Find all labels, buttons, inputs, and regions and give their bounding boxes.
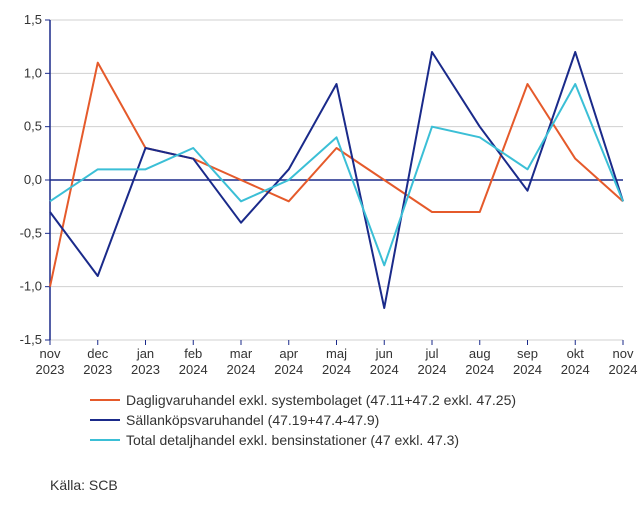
- legend-label: Total detaljhandel exkl. bensinstationer…: [126, 432, 459, 448]
- x-tick-label-year: 2023: [83, 362, 112, 377]
- x-tick-label-month: maj: [326, 346, 347, 361]
- y-tick-label: 1,0: [24, 65, 42, 80]
- x-tick-label-month: dec: [87, 346, 108, 361]
- chart-svg: 1,51,00,50,0-0,5-1,0-1,5nov2023dec2023ja…: [0, 0, 643, 506]
- legend-label: Dagligvaruhandel exkl. systembolaget (47…: [126, 392, 516, 408]
- y-tick-label: 0,0: [24, 172, 42, 187]
- x-tick-label-month: sep: [517, 346, 538, 361]
- x-tick-label-year: 2024: [609, 362, 638, 377]
- x-tick-label-year: 2024: [561, 362, 590, 377]
- source-label: Källa: SCB: [50, 477, 118, 493]
- x-tick-label-year: 2024: [513, 362, 542, 377]
- x-tick-label-year: 2024: [465, 362, 494, 377]
- x-tick-label-year: 2023: [36, 362, 65, 377]
- x-tick-label-month: aug: [469, 346, 491, 361]
- x-tick-label-year: 2024: [418, 362, 447, 377]
- legend-label: Sällanköpsvaruhandel (47.19+47.4-47.9): [126, 412, 379, 428]
- y-tick-label: -1,0: [20, 279, 42, 294]
- x-tick-label-year: 2024: [179, 362, 208, 377]
- x-tick-label-month: mar: [230, 346, 253, 361]
- x-tick-label-year: 2024: [274, 362, 303, 377]
- y-tick-label: 0,5: [24, 119, 42, 134]
- x-tick-label-year: 2024: [322, 362, 351, 377]
- y-tick-label: -0,5: [20, 225, 42, 240]
- x-tick-label-month: nov: [613, 346, 634, 361]
- x-tick-label-year: 2023: [131, 362, 160, 377]
- x-tick-label-month: jun: [375, 346, 393, 361]
- y-tick-label: 1,5: [24, 12, 42, 27]
- x-tick-label-month: jan: [136, 346, 154, 361]
- x-tick-label-year: 2024: [227, 362, 256, 377]
- x-tick-label-year: 2024: [370, 362, 399, 377]
- x-tick-label-month: jul: [424, 346, 438, 361]
- x-tick-label-month: okt: [567, 346, 585, 361]
- y-tick-label: -1,5: [20, 332, 42, 347]
- line-chart: 1,51,00,50,0-0,5-1,0-1,5nov2023dec2023ja…: [0, 0, 643, 506]
- x-tick-label-month: feb: [184, 346, 202, 361]
- x-tick-label-month: nov: [40, 346, 61, 361]
- x-tick-label-month: apr: [279, 346, 298, 361]
